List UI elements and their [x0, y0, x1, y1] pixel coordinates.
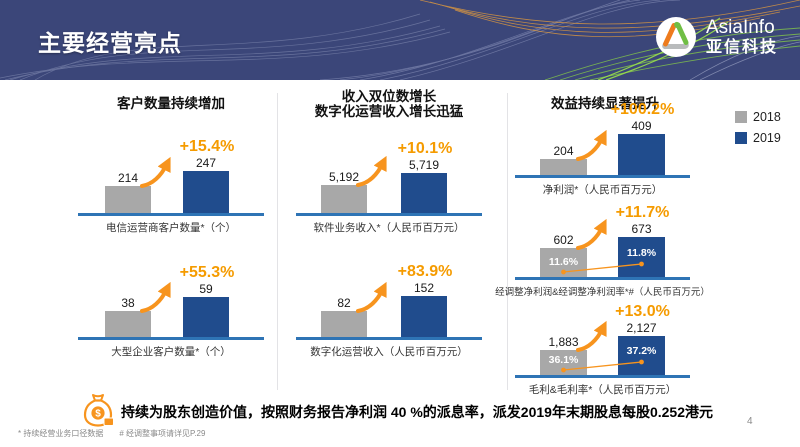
- footnote-note2: # 经调整事项请详见P.29: [119, 429, 206, 438]
- section-title-profit: 效益持续显著提升: [551, 96, 659, 111]
- legend-item-2019: 2019: [735, 131, 781, 145]
- chart-plot: 1,883 2,127 +13.0% 36.1% 37.2%: [515, 303, 690, 375]
- bar-2019: [618, 336, 665, 375]
- section-title-revenue: 收入双位数增长 数字化运营收入增长迅猛: [314, 89, 464, 119]
- margin-rate-2019: 37.2%: [626, 345, 657, 357]
- growth-arrow-icon: [356, 155, 387, 187]
- chart-digital-ops-revenue: 82 152 +83.9% 数字化运营收入（人民币百万元）: [296, 263, 482, 367]
- bar-2019: [183, 171, 229, 213]
- bar-value: 2,127: [626, 321, 657, 335]
- bar-value: 204: [553, 144, 574, 158]
- brand-name-zh: 亚信科技: [705, 38, 778, 56]
- chart-enterprise-customers: 38 59 +55.3% 大型企业客户数量*（个）: [78, 264, 264, 367]
- chart-telecom-customers: 214 247 +15.4% 电信运营商客户数量*（个）: [78, 138, 264, 243]
- growth-label: +83.9%: [397, 263, 453, 280]
- bar-2018: [105, 186, 151, 213]
- axis-baseline: [515, 175, 690, 178]
- chart-net-profit: 204 409 +100.2% 净利润*（人民币百万元）: [515, 101, 690, 205]
- margin-rate-2018: 36.1%: [548, 354, 579, 366]
- chart-plot: 602 673 +11.7% 11.6% 11.8%: [515, 204, 690, 277]
- legend-swatch-2018: [735, 111, 747, 123]
- margin-trend-line: [561, 359, 644, 373]
- axis-baseline: [78, 213, 264, 216]
- margin-rate-2018: 11.6%: [548, 256, 579, 268]
- chart-plot: 214 247 +15.4%: [78, 138, 264, 213]
- footnote-note1: * 持续经营业务口径数据: [18, 429, 104, 438]
- growth-label: +10.1%: [397, 140, 453, 157]
- chart-xlabel: 净利润*（人民币百万元）: [542, 184, 663, 196]
- bar-value: 59: [199, 282, 213, 296]
- chart-plot: 38 59 +55.3%: [78, 264, 264, 337]
- chart-xlabel: 软件业务收入*（人民币百万元）: [313, 222, 465, 234]
- growth-label: +100.2%: [610, 101, 675, 118]
- axis-baseline: [78, 337, 264, 340]
- chart-xlabel: 电信运营商客户数量*（个）: [105, 222, 237, 234]
- bar-2019: [401, 173, 447, 213]
- money-bag-icon: $: [83, 394, 114, 427]
- growth-arrow-icon: [576, 129, 607, 161]
- bar-2018: [321, 185, 367, 213]
- section-title-customers: 客户数量持续增加: [117, 96, 225, 111]
- margin-rate-2019: 11.8%: [626, 247, 657, 259]
- bar-2019: [183, 297, 229, 337]
- bar-value: 1,883: [548, 335, 579, 349]
- svg-text:$: $: [95, 408, 101, 419]
- bar-value: 602: [553, 233, 574, 247]
- chart-xlabel: 数字化运营收入（人民币百万元）: [310, 346, 468, 358]
- bar-2018: [321, 311, 367, 337]
- bar-2019: [401, 296, 447, 337]
- growth-label: +11.7%: [615, 204, 670, 221]
- bar-2019: [618, 134, 665, 175]
- legend-swatch-2019: [735, 132, 747, 144]
- growth-arrow-icon: [140, 281, 171, 313]
- brand-name-en: AsiaInfo: [705, 16, 775, 38]
- growth-label: +55.3%: [179, 264, 235, 281]
- asiainfo-logo-icon: [655, 17, 696, 57]
- axis-baseline: [296, 337, 482, 340]
- bar-value: 409: [631, 119, 652, 133]
- axis-baseline: [515, 277, 690, 280]
- chart-gross-profit: 1,883 2,127 +13.0% 36.1% 37.2% 毛利&毛利率*（人民币百万元…: [515, 303, 690, 405]
- margin-trend-line: [561, 261, 644, 275]
- chart-plot: 204 409 +100.2%: [515, 101, 690, 175]
- column-divider: [277, 93, 278, 390]
- growth-arrow-icon: [356, 281, 387, 313]
- bar-value: 82: [337, 296, 351, 310]
- page-title: 主要经营亮点: [38, 30, 182, 56]
- chart-plot: 5,192 5,719 +10.1%: [296, 140, 482, 213]
- axis-baseline: [515, 375, 690, 378]
- bar-2018: [105, 311, 151, 337]
- column-divider: [507, 93, 508, 390]
- legend: 2018 2019: [735, 110, 781, 152]
- bar-2019: [618, 237, 665, 277]
- growth-label: +13.0%: [615, 303, 670, 320]
- chart-xlabel: 经调整净利润&经调整净利润率*#（人民币百万元）: [495, 287, 710, 298]
- bar-value: 152: [413, 281, 435, 295]
- page-number: 4: [747, 416, 753, 427]
- brand-logo: AsiaInfo 亚信科技: [655, 16, 778, 58]
- legend-item-2018: 2018: [735, 110, 781, 124]
- bar-value: 247: [195, 156, 217, 170]
- chart-xlabel: 毛利&毛利率*（人民币百万元）: [528, 384, 677, 396]
- chart-plot: 82 152 +83.9%: [296, 263, 482, 337]
- bar-value: 5,192: [328, 170, 360, 184]
- footnote: * 持续经营业务口径数据 # 经调整事项请详见P.29: [18, 428, 221, 439]
- chart-xlabel: 大型企业客户数量*（个）: [111, 346, 231, 358]
- bar-2018: [540, 159, 587, 175]
- bar-value: 214: [117, 171, 139, 185]
- bar-value: 38: [121, 296, 135, 310]
- chart-adjusted-net-profit: 602 673 +11.7% 11.6% 11.8% 经调整净利润&经调整净利润率*#（人…: [495, 204, 710, 307]
- header: 主要经营亮点 AsiaInfo 亚信科技: [0, 0, 800, 80]
- growth-arrow-icon: [140, 156, 171, 188]
- growth-label: +15.4%: [179, 138, 235, 155]
- bar-value: 673: [631, 222, 652, 236]
- bar-value: 5,719: [408, 158, 440, 172]
- growth-arrow-icon: [576, 320, 607, 352]
- growth-arrow-icon: [576, 218, 607, 250]
- chart-software-revenue: 5,192 5,719 +10.1% 软件业务收入*（人民币百万元）: [296, 140, 482, 243]
- axis-baseline: [296, 213, 482, 216]
- dividend-highlight-text: 持续为股东创造价值，按照财务报告净利润 40 %的派息率，派发2019年末期股息…: [121, 404, 713, 420]
